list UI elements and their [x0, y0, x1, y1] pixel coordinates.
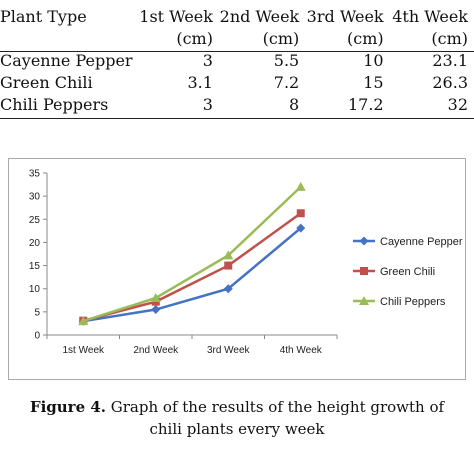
row-value: 10 — [363, 51, 384, 70]
row-value: 15 — [363, 73, 384, 92]
unit-week-3: (cm) — [346, 29, 384, 48]
row-value: 3 — [202, 51, 213, 70]
header-week-4: 4th Week — [392, 7, 468, 26]
data-point — [150, 292, 161, 302]
table-bottom-rule — [0, 118, 474, 119]
chart-canvas: 0 5 10 15 20 25 30 35 1st Week 2nd Week 3rd Week 4t… — [29, 169, 463, 357]
legend-label: Chili Peppers — [380, 296, 446, 308]
data-point — [296, 209, 305, 218]
row-value: 23.1 — [432, 51, 468, 70]
table-row: Chili Peppers 3 8 17.2 32 — [0, 94, 474, 116]
height-growth-table: Plant Type 1st Week 2nd Week 3rd Week 4t… — [0, 6, 474, 116]
legend-label: Cayenne Pepper — [380, 236, 463, 248]
y-tick-label: 0 — [34, 331, 40, 342]
row-value: 3.1 — [187, 73, 213, 92]
data-point — [224, 261, 233, 270]
data-point — [223, 284, 233, 294]
unit-week-2: (cm) — [262, 29, 300, 48]
series-line — [82, 185, 302, 323]
header-week-2: 2nd Week — [219, 7, 300, 26]
row-value: 8 — [289, 95, 300, 114]
data-table-region: Plant Type 1st Week 2nd Week 3rd Week 4t… — [0, 0, 474, 120]
y-tick-label: 5 — [34, 307, 40, 318]
row-plant-name: Cayenne Pepper — [0, 51, 133, 70]
row-value: 5.5 — [273, 51, 300, 70]
unit-week-1: (cm) — [176, 29, 213, 48]
row-value: 7.2 — [273, 73, 300, 92]
figure-caption-text: Graph of the results of the height growt… — [106, 398, 445, 438]
row-value: 32 — [447, 95, 468, 114]
x-tick-label: 4th Week — [280, 345, 323, 356]
table-unit-row: (cm) (cm) (cm) (cm) — [0, 28, 474, 50]
x-tick-label: 2nd Week — [133, 345, 179, 356]
data-point — [151, 305, 161, 315]
y-tick-label: 10 — [29, 284, 41, 295]
figure-label: Figure 4. — [29, 398, 107, 416]
data-point — [78, 316, 89, 326]
legend-marker — [359, 296, 369, 305]
header-week-1: 1st Week — [139, 7, 213, 26]
y-tick-label: 20 — [29, 238, 41, 249]
legend-marker — [359, 236, 369, 246]
data-point — [295, 181, 306, 191]
series-line — [82, 212, 302, 322]
row-value: 3 — [202, 95, 213, 114]
table-row: Green Chili 3.1 7.2 15 26.3 — [0, 72, 474, 94]
legend-label: Green Chili — [380, 266, 435, 278]
y-tick-label: 15 — [29, 261, 41, 272]
unit-blank — [0, 28, 139, 50]
data-point — [223, 250, 234, 260]
data-point — [296, 223, 306, 233]
figure-caption: Figure 4. Graph of the results of the he… — [20, 396, 454, 440]
y-tick-label: 35 — [29, 169, 41, 180]
y-tick-label: 30 — [29, 192, 41, 203]
unit-week-4: (cm) — [431, 29, 468, 48]
table-header-rule — [0, 51, 474, 52]
row-plant-name: Chili Peppers — [0, 95, 109, 114]
x-tick-label: 1st Week — [63, 345, 105, 356]
row-value: 17.2 — [347, 95, 384, 114]
series-line — [83, 227, 302, 323]
table-header-row: Plant Type 1st Week 2nd Week 3rd Week 4t… — [0, 6, 474, 28]
x-tick-label: 3rd Week — [207, 345, 251, 356]
legend-marker — [360, 267, 368, 275]
table-row: Cayenne Pepper 3 5.5 10 23.1 — [0, 50, 474, 72]
row-plant-name: Green Chili — [0, 73, 93, 92]
line-chart: 0 5 10 15 20 25 30 35 1st Week 2nd Week 3rd Week 4t… — [8, 158, 466, 380]
y-tick-label: 25 — [29, 215, 41, 226]
header-week-3: 3rd Week — [306, 7, 384, 26]
row-value: 26.3 — [432, 73, 468, 92]
header-plant-type: Plant Type — [0, 7, 87, 26]
